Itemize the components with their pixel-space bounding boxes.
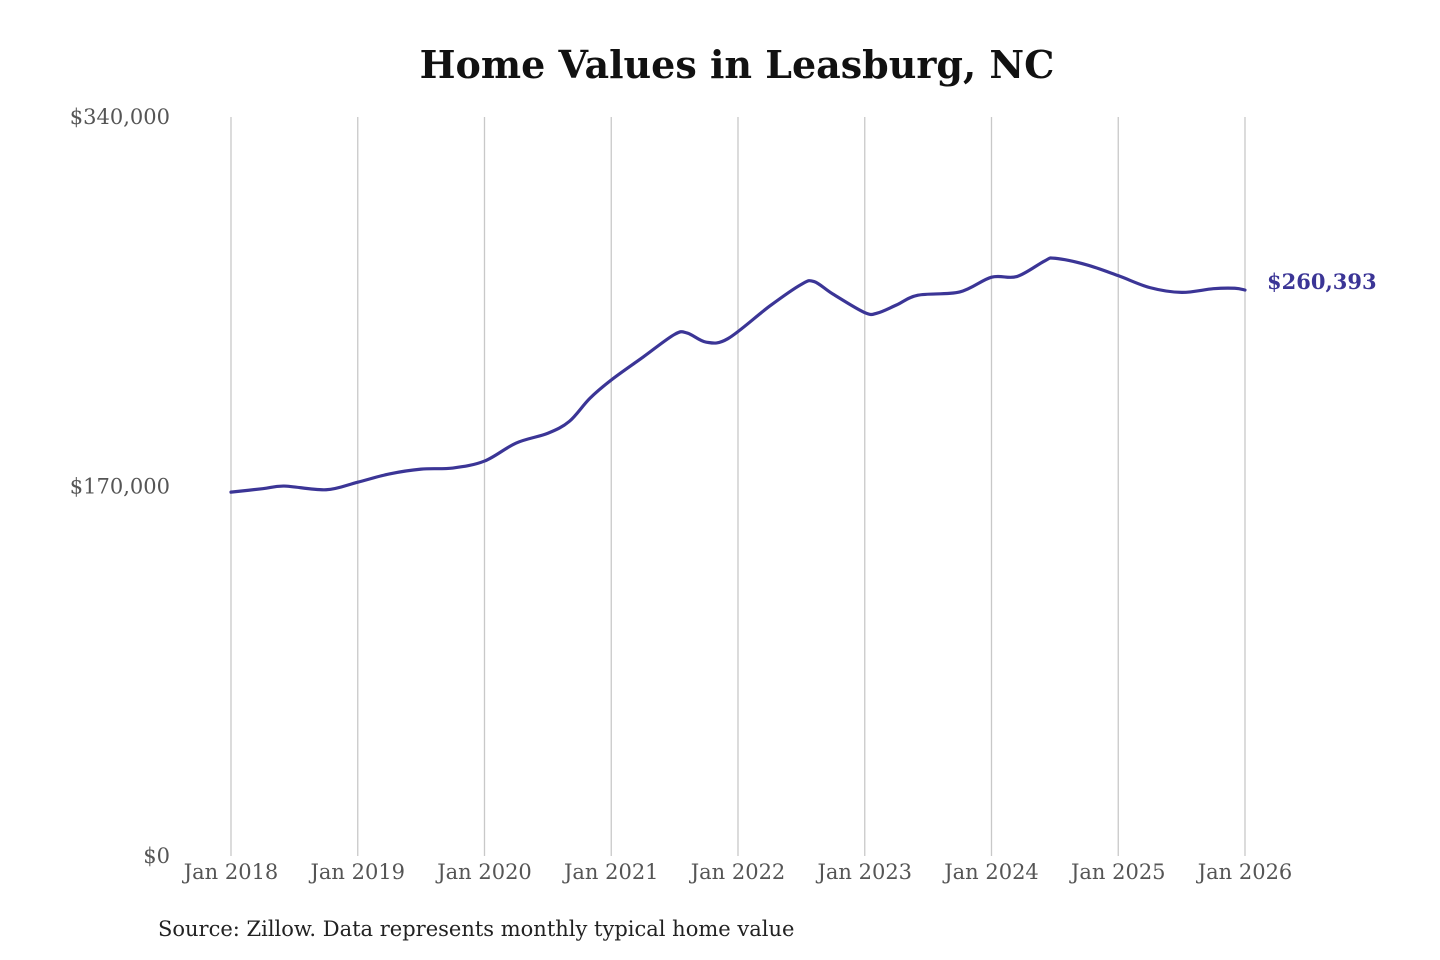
y-tick-label: $340,000 bbox=[70, 105, 170, 129]
x-tick-label: Jan 2023 bbox=[815, 860, 912, 884]
chart-title: Home Values in Leasburg, NC bbox=[419, 42, 1055, 87]
x-tick-label: Jan 2018 bbox=[182, 860, 279, 884]
x-tick-label: Jan 2021 bbox=[562, 860, 659, 884]
x-tick-label: Jan 2019 bbox=[308, 860, 405, 884]
y-tick-label: $170,000 bbox=[70, 475, 170, 499]
x-tick-label: Jan 2025 bbox=[1069, 860, 1166, 884]
end-value-label: $260,393 bbox=[1267, 269, 1377, 294]
x-tick-label: Jan 2024 bbox=[942, 860, 1039, 884]
x-tick-label: Jan 2026 bbox=[1196, 860, 1293, 884]
y-tick-label: $0 bbox=[143, 844, 170, 868]
x-tick-label: Jan 2022 bbox=[689, 860, 786, 884]
x-tick-label: Jan 2020 bbox=[435, 860, 532, 884]
series-line bbox=[229, 256, 1247, 494]
source-note: Source: Zillow. Data represents monthly … bbox=[158, 917, 795, 941]
